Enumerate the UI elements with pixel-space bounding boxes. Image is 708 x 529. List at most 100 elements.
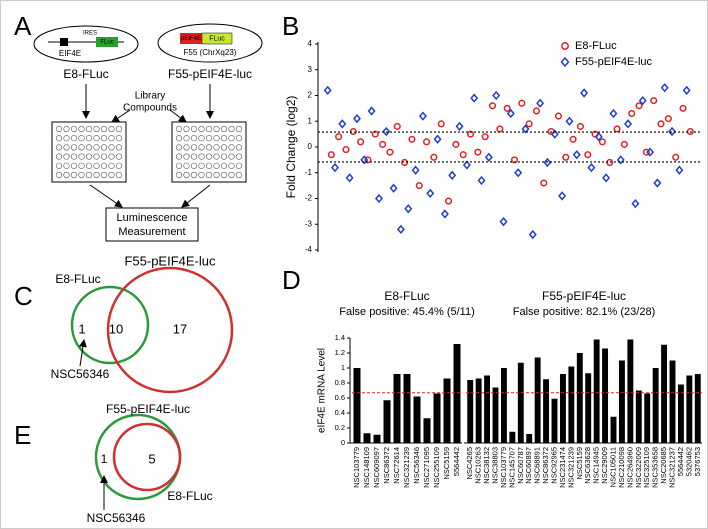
well [175, 162, 183, 169]
x-tick-label: NSC14945 [592, 447, 601, 484]
x-tick-label: NSC38803 [490, 447, 499, 484]
x-tick-label: NSC210098 [617, 447, 626, 488]
x-tick-label: NSC321237 [667, 447, 676, 488]
point [525, 120, 533, 128]
bar [644, 393, 651, 443]
point [631, 198, 640, 209]
well [183, 162, 190, 169]
well [93, 135, 100, 142]
promoter-label: pEIF4E [181, 36, 201, 42]
well [55, 153, 63, 160]
arrow [169, 109, 187, 123]
bar [500, 368, 507, 443]
panel-label: D [282, 265, 301, 295]
point [624, 119, 633, 129]
point [364, 156, 372, 164]
bar [568, 366, 575, 443]
bar [393, 374, 401, 443]
x-tick-label: 5564442 [676, 447, 685, 476]
well [235, 171, 243, 179]
well [108, 125, 115, 133]
well [85, 144, 93, 151]
bar [383, 400, 391, 443]
callout: NSC56346 [87, 511, 146, 525]
point [576, 122, 584, 130]
well [198, 153, 205, 160]
point [445, 197, 453, 205]
bar [403, 374, 411, 443]
well [70, 125, 78, 133]
arrow [89, 184, 123, 208]
x-tick-label: 5564442 [452, 447, 461, 476]
well [70, 144, 78, 151]
point [327, 151, 335, 159]
well [183, 135, 190, 142]
gene-label: EIF4E [59, 49, 81, 58]
point [554, 112, 563, 120]
well [115, 135, 123, 142]
point [503, 104, 511, 112]
legend-marker [560, 56, 570, 68]
well [78, 162, 85, 169]
y-tick-label: 2 [308, 91, 313, 100]
point [572, 150, 581, 160]
point [668, 126, 677, 137]
x-tick-label: NSC103779 [352, 447, 361, 488]
well [70, 162, 78, 169]
y-tick-label: 0.2 [335, 423, 345, 432]
well [183, 125, 190, 133]
point [418, 111, 427, 121]
arrow [181, 184, 211, 208]
well [85, 135, 93, 142]
bar [677, 384, 684, 443]
point [323, 85, 332, 96]
well [220, 171, 228, 179]
bar [559, 374, 566, 443]
x-tick-label: NSC86372 [541, 447, 550, 484]
point [331, 162, 339, 173]
point [628, 109, 636, 118]
point [481, 133, 489, 141]
point [587, 162, 596, 173]
point [396, 224, 405, 235]
point [455, 121, 464, 132]
x-tick-label: NSC353658 [651, 447, 660, 488]
well [198, 144, 205, 151]
reporter-label: FLuc [100, 40, 113, 46]
point [389, 183, 398, 193]
point [521, 124, 530, 134]
bar [373, 434, 381, 443]
x-tick-label: NSC322009 [634, 447, 643, 488]
point [518, 99, 526, 107]
point [532, 107, 541, 115]
chart-title: E8-FLuc [384, 289, 429, 303]
point [638, 95, 647, 106]
construct-label: F55-pEIF4E-luc [168, 67, 252, 81]
point [682, 85, 691, 96]
bar [467, 380, 474, 443]
point [466, 130, 475, 138]
well [63, 162, 70, 169]
bar [686, 375, 693, 443]
x-tick-label: NSC148109 [362, 447, 371, 488]
point [452, 140, 460, 148]
reporter-label: FLuc [209, 35, 225, 42]
bar [433, 393, 441, 443]
chart-title: F55-pEIF4E-luc [542, 289, 626, 303]
x-tick-label: NSC56346 [412, 447, 421, 484]
bar [593, 339, 600, 443]
construct-label: E8-FLuc [63, 67, 108, 81]
well [205, 171, 213, 179]
well [235, 135, 243, 142]
point [426, 188, 435, 199]
promoter-block [180, 33, 202, 44]
well [108, 171, 115, 179]
well [55, 135, 63, 142]
well [175, 135, 183, 142]
compounds-label: Library [135, 91, 166, 102]
point [342, 146, 350, 154]
venn-count: 1 [78, 321, 85, 336]
well [63, 144, 70, 151]
point [411, 165, 420, 175]
y-axis-label: eIF4E mRNA Level [317, 348, 328, 433]
